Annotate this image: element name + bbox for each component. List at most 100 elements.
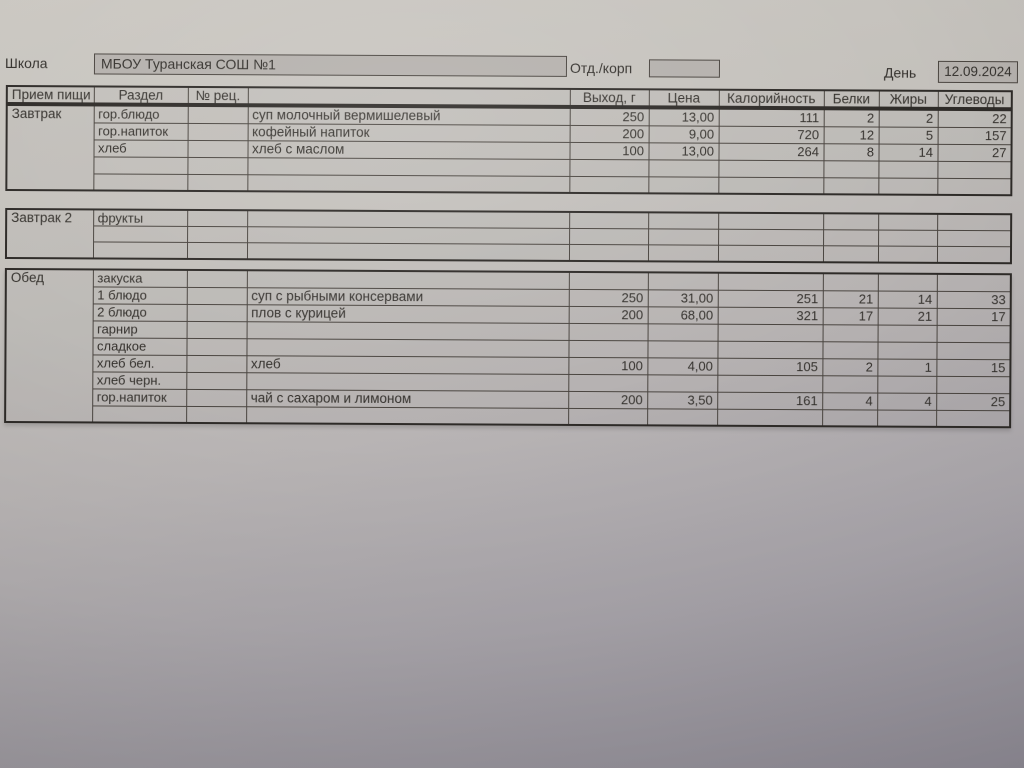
cena-cell (648, 228, 719, 246)
recipe-cell (187, 122, 248, 141)
vyhod-cell: 100 (568, 356, 648, 375)
belki-cell: 17 (822, 307, 878, 325)
recipe-cell (186, 242, 248, 259)
kcal-cell (717, 323, 823, 342)
zhiry-cell (878, 230, 938, 247)
vyhod-cell: 250 (568, 288, 648, 307)
dish-cell: хлеб (246, 355, 569, 374)
dish-cell (246, 270, 569, 289)
kcal-cell (718, 212, 824, 230)
dish-cell: хлеб с маслом (247, 140, 570, 159)
cena-cell (647, 374, 718, 392)
razdel-cell: гор.напиток (92, 388, 187, 406)
razdel-cell: хлеб черн. (92, 371, 187, 389)
kcal-cell: 105 (717, 357, 823, 376)
razdel-cell: 2 блюдо (92, 303, 187, 321)
belki-cell (822, 273, 878, 291)
kcal-cell (717, 374, 823, 393)
kcal-cell (718, 229, 824, 246)
vyhod-cell (568, 407, 648, 426)
belki-cell (823, 177, 879, 195)
recipe-cell (187, 173, 248, 192)
zhiry-cell: 14 (877, 290, 937, 308)
dish-cell (246, 372, 569, 391)
dish-cell: суп молочный вермишелевый (247, 106, 570, 125)
zhiry-cell (878, 213, 938, 231)
recipe-cell (186, 354, 247, 373)
cena-cell (647, 340, 718, 358)
dept-corp-label: Отд./корп (569, 59, 633, 77)
dish-cell: чай с сахаром и лимоном (246, 389, 569, 408)
belki-cell (823, 160, 879, 178)
breakfast2-section-table: Завтрак 2 фрукты (4, 207, 1013, 264)
cena-cell (648, 159, 719, 177)
vyhod-cell (569, 158, 649, 177)
school-label: Школа (4, 54, 48, 72)
day-label: День (883, 64, 917, 81)
zhiry-cell (877, 246, 938, 263)
vyhod-cell: 200 (568, 390, 648, 409)
column-header: Прием пищи (6, 85, 94, 104)
column-header: Углеводы (937, 90, 1012, 109)
zhiry-cell (878, 160, 938, 178)
razdel-cell: сладкое (92, 337, 187, 355)
vyhod-cell (569, 228, 649, 245)
zhiry-cell: 14 (878, 143, 938, 161)
uglevody-cell (936, 273, 1011, 292)
uglevody-cell (936, 409, 1011, 428)
meal-cell: Завтрак (6, 104, 94, 191)
razdel-cell: гарнир (92, 320, 187, 338)
zhiry-cell: 5 (878, 126, 938, 144)
uglevody-cell (937, 213, 1012, 231)
belki-cell (823, 213, 879, 231)
cena-cell: 13,00 (648, 142, 719, 160)
kcal-cell (718, 159, 824, 178)
cena-cell: 13,00 (648, 108, 719, 126)
zhiry-cell (877, 324, 937, 342)
kcal-cell (718, 176, 824, 195)
zhiry-cell (877, 341, 937, 359)
column-header: Жиры (878, 90, 938, 108)
belki-cell (822, 341, 878, 359)
razdel-cell: гор.напиток (93, 122, 188, 140)
lunch-section-table: Обед закуска 1 блюдо суп с рыбными консерва… (4, 267, 1012, 429)
recipe-cell (186, 303, 247, 322)
vyhod-cell: 100 (569, 141, 649, 160)
dept-corp-box (648, 59, 721, 78)
dish-cell (246, 338, 569, 357)
cena-cell: 68,00 (647, 306, 718, 324)
dish-cell (247, 174, 570, 193)
belki-cell: 8 (823, 143, 879, 161)
razdel-cell (93, 225, 188, 243)
uglevody-cell (936, 324, 1011, 343)
dish-cell: суп с рыбными консервами (246, 287, 569, 306)
column-header: Белки (823, 90, 879, 108)
vyhod-cell: 250 (569, 107, 649, 126)
vyhod-cell: 200 (568, 305, 648, 324)
cena-cell: 4,00 (647, 357, 718, 375)
uglevody-cell: 27 (937, 143, 1012, 162)
zhiry-cell: 1 (877, 358, 937, 376)
recipe-cell (187, 105, 248, 124)
razdel-cell (93, 173, 188, 191)
cena-cell (648, 212, 719, 230)
school-name-box: МБОУ Туранская СОШ №1 (93, 53, 568, 77)
razdel-cell: 1 блюдо (92, 286, 187, 304)
belki-cell: 2 (822, 358, 878, 376)
cena-cell: 9,00 (648, 125, 719, 143)
kcal-cell: 161 (717, 391, 823, 410)
belki-cell: 21 (822, 290, 878, 308)
dish-cell (247, 226, 570, 245)
kcal-cell: 111 (718, 108, 824, 127)
column-header: Цена (648, 89, 719, 107)
cena-cell (647, 408, 718, 426)
vyhod-cell (568, 322, 648, 341)
recipe-cell (186, 320, 247, 339)
column-header: Выход, г (569, 88, 649, 107)
belki-cell: 4 (822, 392, 878, 410)
vyhod-cell (568, 339, 648, 358)
dish-cell (246, 406, 569, 425)
zhiry-cell (877, 375, 937, 393)
uglevody-cell: 15 (936, 358, 1011, 377)
belki-cell (823, 229, 879, 247)
